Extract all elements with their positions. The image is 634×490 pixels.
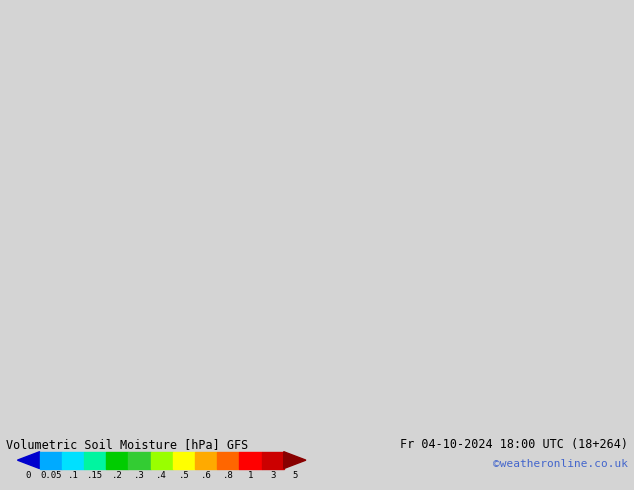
Bar	[172, 452, 195, 468]
Text: Fr 04-10-2024 18:00 UTC (18+264): Fr 04-10-2024 18:00 UTC (18+264)	[399, 438, 628, 451]
Text: .6: .6	[201, 471, 211, 480]
Text: 3: 3	[270, 471, 275, 480]
Text: .3: .3	[134, 471, 145, 480]
Bar	[107, 452, 128, 468]
Text: .15: .15	[87, 471, 103, 480]
Text: 0.05: 0.05	[40, 471, 61, 480]
Bar	[61, 452, 84, 468]
Bar	[195, 452, 217, 468]
Text: 0: 0	[26, 471, 31, 480]
Text: ©weatheronline.co.uk: ©weatheronline.co.uk	[493, 459, 628, 469]
Bar	[84, 452, 106, 468]
Text: Volumetric Soil Moisture [hPa] GFS: Volumetric Soil Moisture [hPa] GFS	[6, 438, 249, 451]
Bar	[39, 452, 61, 468]
Bar	[261, 452, 283, 468]
Text: .2: .2	[112, 471, 122, 480]
Bar	[239, 452, 261, 468]
Text: .4: .4	[157, 471, 167, 480]
Text: .1: .1	[68, 471, 78, 480]
Text: 5: 5	[292, 471, 297, 480]
Polygon shape	[283, 452, 306, 468]
Text: .5: .5	[179, 471, 189, 480]
Text: .8: .8	[223, 471, 233, 480]
Bar	[217, 452, 239, 468]
Bar	[128, 452, 150, 468]
Text: 1: 1	[248, 471, 253, 480]
Bar	[150, 452, 172, 468]
Polygon shape	[18, 452, 39, 468]
